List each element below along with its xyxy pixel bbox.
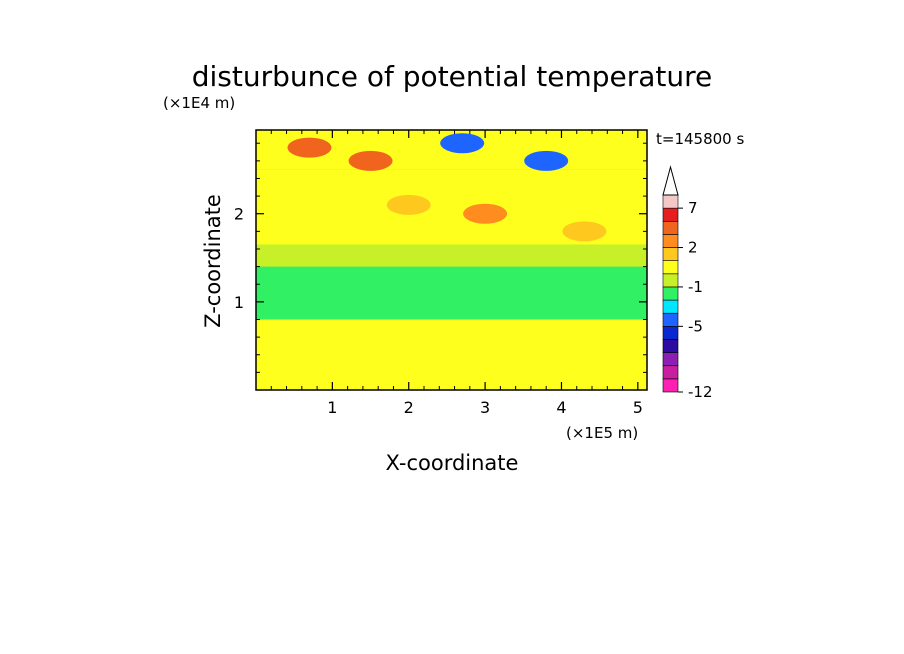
y-tick-label: 1: [234, 293, 244, 312]
chart-title: disturbunce of potential temperature: [192, 60, 713, 93]
colorbar-tick-label: -12: [688, 383, 713, 401]
x-axis-label: X-coordinate: [386, 451, 519, 475]
colorbar-segment: [662, 365, 679, 380]
colorbar-tick-label: 2: [688, 239, 698, 257]
colorbar-segment: [662, 247, 679, 261]
colorbar-segment: [662, 312, 679, 327]
plot-area: [255, 129, 648, 391]
contour-field: [256, 130, 647, 390]
y-axis-label: Z-coordinate: [201, 194, 225, 328]
time-label: t=145800 s: [656, 130, 744, 148]
x-tick-label: 4: [556, 398, 566, 417]
x-tick-label: 2: [404, 398, 414, 417]
contour-feature: [562, 221, 607, 242]
colorbar-segment: [662, 260, 679, 275]
contour-band: [256, 266, 647, 320]
colorbar-extend-arrow: [662, 165, 679, 196]
colorbar-segment: [662, 299, 679, 314]
contour-band: [256, 244, 647, 267]
colorbar-segment: [662, 352, 679, 367]
x-axis: 1 2 3 4 5: [270, 130, 643, 417]
colorbar: -12-5-127: [662, 165, 713, 401]
x-unit-label: (×1E5 m): [566, 424, 638, 442]
colorbar-segment: [662, 207, 679, 222]
contour-feature: [440, 133, 485, 154]
contour-feature: [386, 194, 431, 215]
colorbar-tick-label: -5: [688, 317, 703, 335]
x-tick-label: 5: [633, 398, 643, 417]
x-tick-label: 1: [327, 398, 337, 417]
colorbar-segment: [662, 326, 679, 340]
colorbar-segment: [662, 378, 679, 393]
contour-feature: [287, 137, 332, 158]
colorbar-segment: [662, 339, 679, 353]
plot-frame: [255, 129, 648, 391]
colorbar-segment: [662, 286, 679, 301]
contour-feature: [348, 150, 393, 171]
colorbar-tick-label: -1: [688, 278, 703, 296]
x-tick-label: 3: [480, 398, 490, 417]
y-axis: 12: [234, 142, 647, 373]
contour-band: [256, 319, 647, 390]
colorbar-segment: [662, 194, 679, 209]
colorbar-segment: [662, 234, 679, 248]
contour-feature: [524, 150, 569, 171]
colorbar-tick-label: 7: [688, 199, 698, 217]
y-unit-label: (×1E4 m): [163, 94, 235, 112]
y-tick-label: 2: [234, 205, 244, 224]
colorbar-segment: [662, 220, 679, 235]
contour-feature: [463, 203, 508, 224]
colorbar-segment: [662, 273, 679, 288]
